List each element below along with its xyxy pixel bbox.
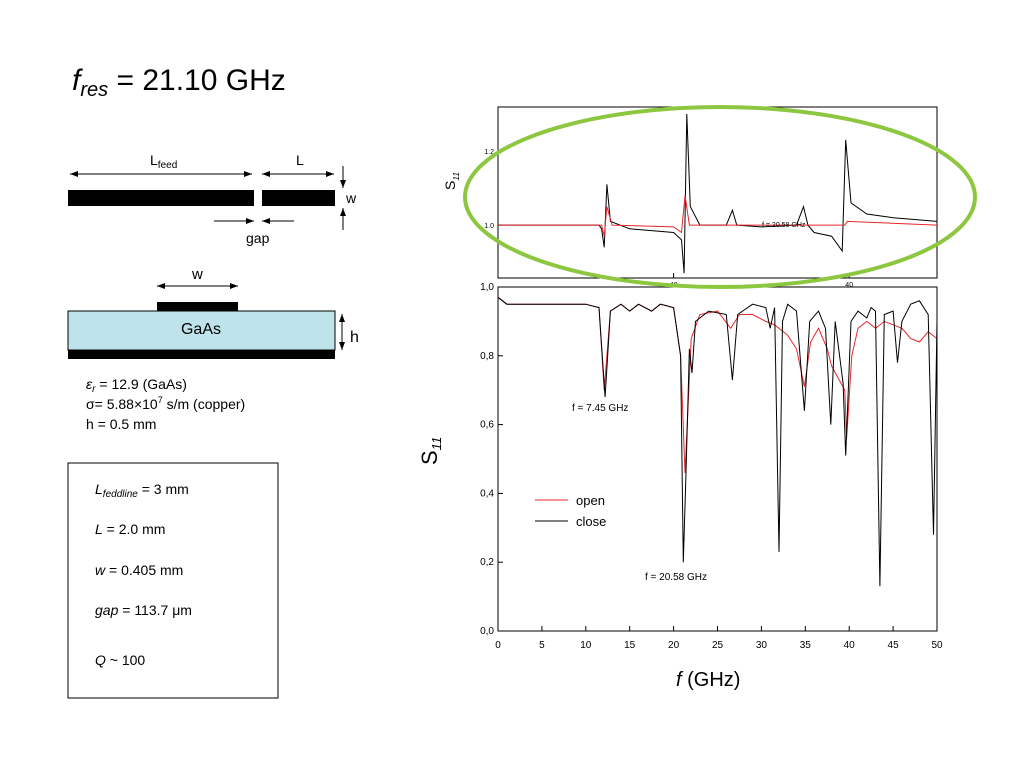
x-tick-label: 40 — [845, 282, 853, 289]
y-label-symbol: S — [417, 450, 442, 465]
y-tick-label: 1.2 — [484, 149, 494, 156]
y-axis-label: S11 — [442, 172, 461, 190]
x-tick-label: 50 — [931, 640, 943, 651]
property: εr = 12.9 (GaAs) — [86, 376, 187, 395]
y-tick-label: 0,6 — [480, 420, 494, 431]
y-tick-label: 0,2 — [480, 557, 494, 568]
arrow-heads — [340, 180, 346, 216]
parameter-symbol: L — [95, 481, 103, 497]
y-tick-label: 0,8 — [480, 351, 494, 362]
y-axis-label: S11 — [417, 437, 444, 465]
plot-frame — [497, 106, 938, 279]
parameter: Lfeddline = 3 mm — [95, 481, 189, 500]
resonator — [262, 190, 335, 206]
parameter-symbol: L — [95, 521, 103, 537]
parameters: Lfeddline = 3 mm L = 2.0 mm w = 0.405 mm… — [95, 481, 192, 668]
x-tick-label: 30 — [756, 640, 768, 651]
x-tick-label: 40 — [844, 640, 856, 651]
x-label-symbol: f — [676, 669, 684, 691]
series-line — [497, 296, 938, 587]
lfeed-symbol: L — [150, 152, 158, 168]
parameter-symbol: gap — [95, 602, 119, 618]
parameter: Q ~ 100 — [95, 652, 145, 668]
annotation: f = 20.58 GHz — [762, 222, 806, 229]
title-rest: = 21.10 GHz — [108, 64, 286, 97]
property: h = 0.5 mm — [86, 416, 156, 432]
x-label-rest: (GHz) — [682, 669, 741, 691]
y-tick-label: 1.0 — [484, 223, 494, 230]
series-line — [497, 296, 938, 473]
property: σ= 5.88×107 s/m (copper) — [86, 395, 245, 412]
x-tick-label: 35 — [800, 640, 812, 651]
property-sub: r — [92, 384, 96, 395]
y-tick-label: 0,0 — [480, 626, 494, 637]
w-label: w — [345, 190, 357, 206]
parameter-box — [67, 462, 279, 699]
annotation: f = 20.58 GHz — [645, 572, 707, 583]
y-tick-label: 1,0 — [480, 282, 494, 293]
x-tick-label: 25 — [712, 640, 724, 651]
strip-diagram: Lfeed L w gap — [68, 152, 357, 246]
arrow-heads — [246, 218, 270, 224]
y-label-sub: 11 — [429, 437, 444, 451]
gap-label: gap — [246, 230, 270, 246]
ground-plane — [68, 350, 335, 359]
parameter: gap = 113.7 μm — [95, 602, 192, 618]
cross-section: w GaAs h — [67, 266, 359, 359]
highlight-ellipse — [463, 105, 977, 289]
annotation: f = 7.45 GHz — [572, 403, 628, 414]
w-label: w — [191, 266, 203, 283]
title-sub: res — [80, 79, 108, 101]
x-tick-label: 0 — [495, 640, 501, 651]
y-label-sub: 11 — [451, 172, 461, 181]
title-symbol: f — [72, 64, 83, 97]
parameter-rest: = 113.7 μm — [118, 602, 192, 618]
properties: εr = 12.9 (GaAs) σ= 5.88×107 s/m (copper… — [86, 376, 245, 432]
lfeed-label: Lfeed — [150, 152, 177, 171]
substrate-label: GaAs — [181, 321, 221, 338]
x-tick-label: 15 — [624, 640, 636, 651]
arrow-heads — [339, 314, 345, 350]
plot-frame — [497, 286, 938, 632]
y-label-symbol: S — [442, 181, 458, 190]
property-text: σ= 5.88×10 — [86, 396, 158, 412]
legend-label: close — [576, 514, 606, 529]
parameter-rest: ~ 100 — [106, 652, 146, 668]
parameter-rest: = 0.405 mm — [105, 562, 183, 578]
series-line — [498, 195, 938, 237]
strip — [157, 302, 238, 311]
parameter-rest: = 2.0 mm — [103, 521, 166, 537]
x-tick-label: 5 — [539, 640, 545, 651]
x-axis-label: f (GHz) — [676, 669, 740, 691]
property-rest: s/m (copper) — [163, 396, 245, 412]
h-label: h — [350, 329, 359, 346]
property-sup: 7 — [158, 395, 163, 405]
parameter-symbol: Q — [95, 652, 106, 668]
property-rest: = 12.9 (GaAs) — [96, 376, 187, 392]
parameter-symbol: w — [95, 562, 106, 578]
l-label: L — [296, 152, 304, 168]
lfeed-sub: feed — [158, 160, 177, 171]
slide-title: fres = 21.10 GHz — [72, 64, 286, 101]
legend-label: open — [576, 493, 605, 508]
x-tick-label: 45 — [888, 640, 900, 651]
feed-line — [68, 190, 254, 206]
parameter: L = 2.0 mm — [95, 521, 165, 537]
parameter-rest: = 3 mm — [138, 481, 189, 497]
property-symbol: ε — [86, 376, 93, 392]
x-tick-label: 10 — [580, 640, 592, 651]
arrow-heads — [262, 171, 334, 177]
series-line — [498, 113, 938, 274]
x-tick-label: 20 — [668, 640, 680, 651]
y-tick-label: 0,4 — [480, 488, 494, 499]
parameter-sub: feddline — [103, 489, 138, 500]
parameter: w = 0.405 mm — [95, 562, 183, 578]
